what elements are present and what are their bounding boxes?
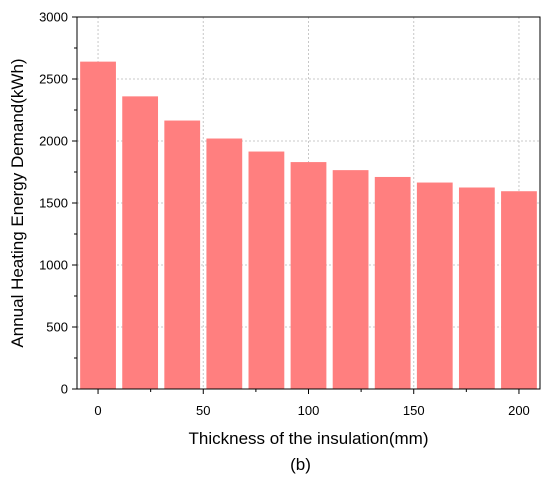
y-tick-label: 2000 (39, 134, 68, 149)
bar (458, 187, 495, 389)
figure-caption: (b) (290, 455, 311, 474)
bar (206, 138, 243, 389)
bar (80, 61, 116, 389)
x-tick-label: 200 (508, 403, 530, 418)
y-tick-label: 3000 (39, 10, 68, 25)
x-axis-ticks: 0 50 100 150 200 (94, 389, 530, 418)
x-tick-label: 150 (403, 403, 425, 418)
y-tick-label: 1500 (39, 196, 68, 211)
bar (501, 191, 537, 389)
y-axis-ticks: 0 500 1000 1500 2000 2500 3000 (39, 10, 77, 397)
y-tick-label: 1000 (39, 258, 68, 273)
x-tick-label: 100 (298, 403, 320, 418)
x-tick-label: 0 (94, 403, 101, 418)
bar (332, 170, 369, 389)
bars (80, 61, 537, 390)
y-tick-label: 2500 (39, 72, 68, 87)
y-tick-label: 0 (61, 382, 68, 397)
y-axis-title: Annual Heating Energy Demand(kWh) (8, 58, 27, 347)
x-axis-title: Thickness of the insulation(mm) (189, 429, 429, 448)
bar (290, 162, 327, 389)
bar (122, 96, 159, 390)
bar (164, 120, 201, 389)
bar (248, 151, 285, 389)
y-tick-label: 500 (46, 320, 68, 335)
bar (374, 176, 411, 389)
x-tick-label: 50 (196, 403, 210, 418)
bar (416, 182, 453, 389)
